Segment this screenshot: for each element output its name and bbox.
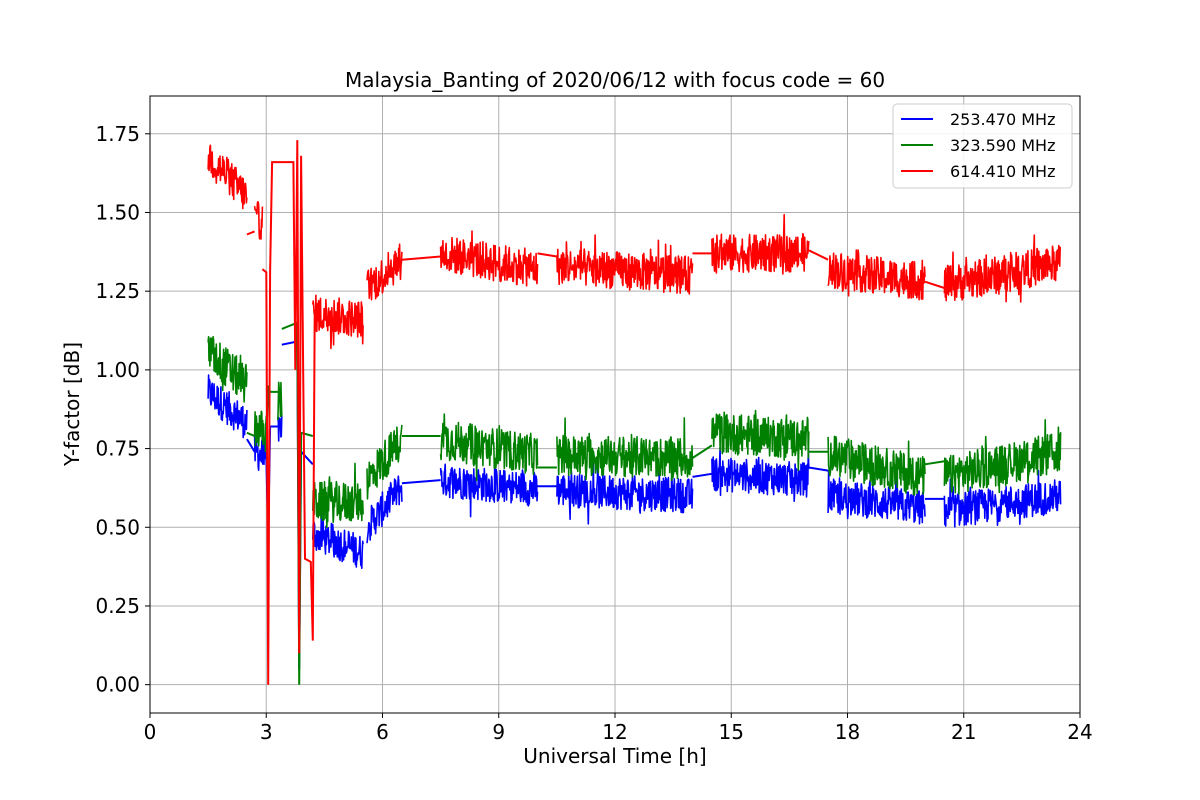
series-trace xyxy=(439,413,539,482)
legend-box xyxy=(892,103,1073,189)
series-trace xyxy=(943,234,1061,303)
series-connector xyxy=(246,438,256,453)
series-trace xyxy=(207,374,248,439)
y-tick-label: 1.25 xyxy=(95,279,140,303)
series-connector xyxy=(246,431,255,437)
series-trace xyxy=(366,424,403,500)
series-connector xyxy=(537,252,558,258)
y-axis-ticks: 0.00 0.25 0.50 0.75 1.00 1.25 1.50 1.75 xyxy=(95,122,150,697)
series-trace xyxy=(943,469,1062,528)
series-trace xyxy=(207,335,248,403)
series-trace xyxy=(711,213,810,275)
y-tick-label: 0.25 xyxy=(95,594,140,618)
x-tick-label: 12 xyxy=(602,720,627,744)
series-trace xyxy=(827,249,926,301)
y-tick-label: 0.50 xyxy=(95,515,140,539)
series-trace xyxy=(827,469,926,525)
x-tick-label: 0 xyxy=(144,720,157,744)
series-2 xyxy=(207,321,1062,685)
series-trace xyxy=(253,434,268,471)
series-connector xyxy=(808,249,829,261)
series-trace xyxy=(711,409,810,471)
series-trace xyxy=(312,462,364,528)
y-tick-label: 1.50 xyxy=(95,200,140,224)
y-tick-label: 0.00 xyxy=(95,673,140,697)
legend-label: 614.410 MHz xyxy=(950,162,1055,181)
series-trace xyxy=(556,461,694,525)
series-connector xyxy=(808,466,829,472)
x-tick-label: 18 xyxy=(835,720,860,744)
series-trace xyxy=(711,446,810,502)
x-tick-label: 21 xyxy=(951,720,976,744)
series-trace xyxy=(312,507,364,569)
legend-label: 253.470 MHz xyxy=(950,110,1055,129)
series-connector xyxy=(691,444,713,459)
series-connector xyxy=(924,460,945,466)
x-tick-label: 24 xyxy=(1067,720,1092,744)
series-3 xyxy=(207,140,1061,685)
series-trace xyxy=(366,243,403,301)
x-axis-ticks: 0 3 6 9 12 15 18 21 24 xyxy=(144,713,1093,744)
x-tick-label: 3 xyxy=(260,720,273,744)
series-connector xyxy=(401,479,441,485)
series-connector xyxy=(246,230,255,236)
y-tick-label: 0.75 xyxy=(95,437,140,461)
series-trace xyxy=(277,381,283,421)
x-tick-label: 15 xyxy=(719,720,744,744)
y-axis-label: Y-factor [dB] xyxy=(60,342,84,467)
series-trace xyxy=(943,419,1062,495)
series-connector xyxy=(281,321,314,685)
series-trace xyxy=(253,410,268,453)
y-tick-label: 1.75 xyxy=(95,122,140,146)
series-trace xyxy=(439,230,539,287)
series-connector xyxy=(692,472,713,478)
series-connector xyxy=(924,280,945,289)
legend: 253.470 MHz 323.590 MHz 614.410 MHz xyxy=(892,103,1073,189)
series-trace xyxy=(207,144,248,210)
x-tick-label: 6 xyxy=(376,720,389,744)
series-connector xyxy=(261,140,316,685)
series-trace xyxy=(277,416,283,442)
x-tick-label: 9 xyxy=(492,720,505,744)
series-connector xyxy=(401,255,441,261)
series-trace xyxy=(439,463,539,518)
y-tick-label: 1.00 xyxy=(95,358,140,382)
x-axis-label: Universal Time [h] xyxy=(523,744,706,768)
series-trace xyxy=(312,294,364,350)
series-trace xyxy=(366,475,403,544)
series-trace xyxy=(556,417,694,481)
chart-title: Malaysia_Banting of 2020/06/12 with focu… xyxy=(345,68,885,92)
series-trace xyxy=(253,201,264,240)
series-layer xyxy=(207,140,1062,685)
series-trace xyxy=(556,234,694,295)
legend-label: 323.590 MHz xyxy=(950,136,1055,155)
series-trace xyxy=(827,435,926,496)
